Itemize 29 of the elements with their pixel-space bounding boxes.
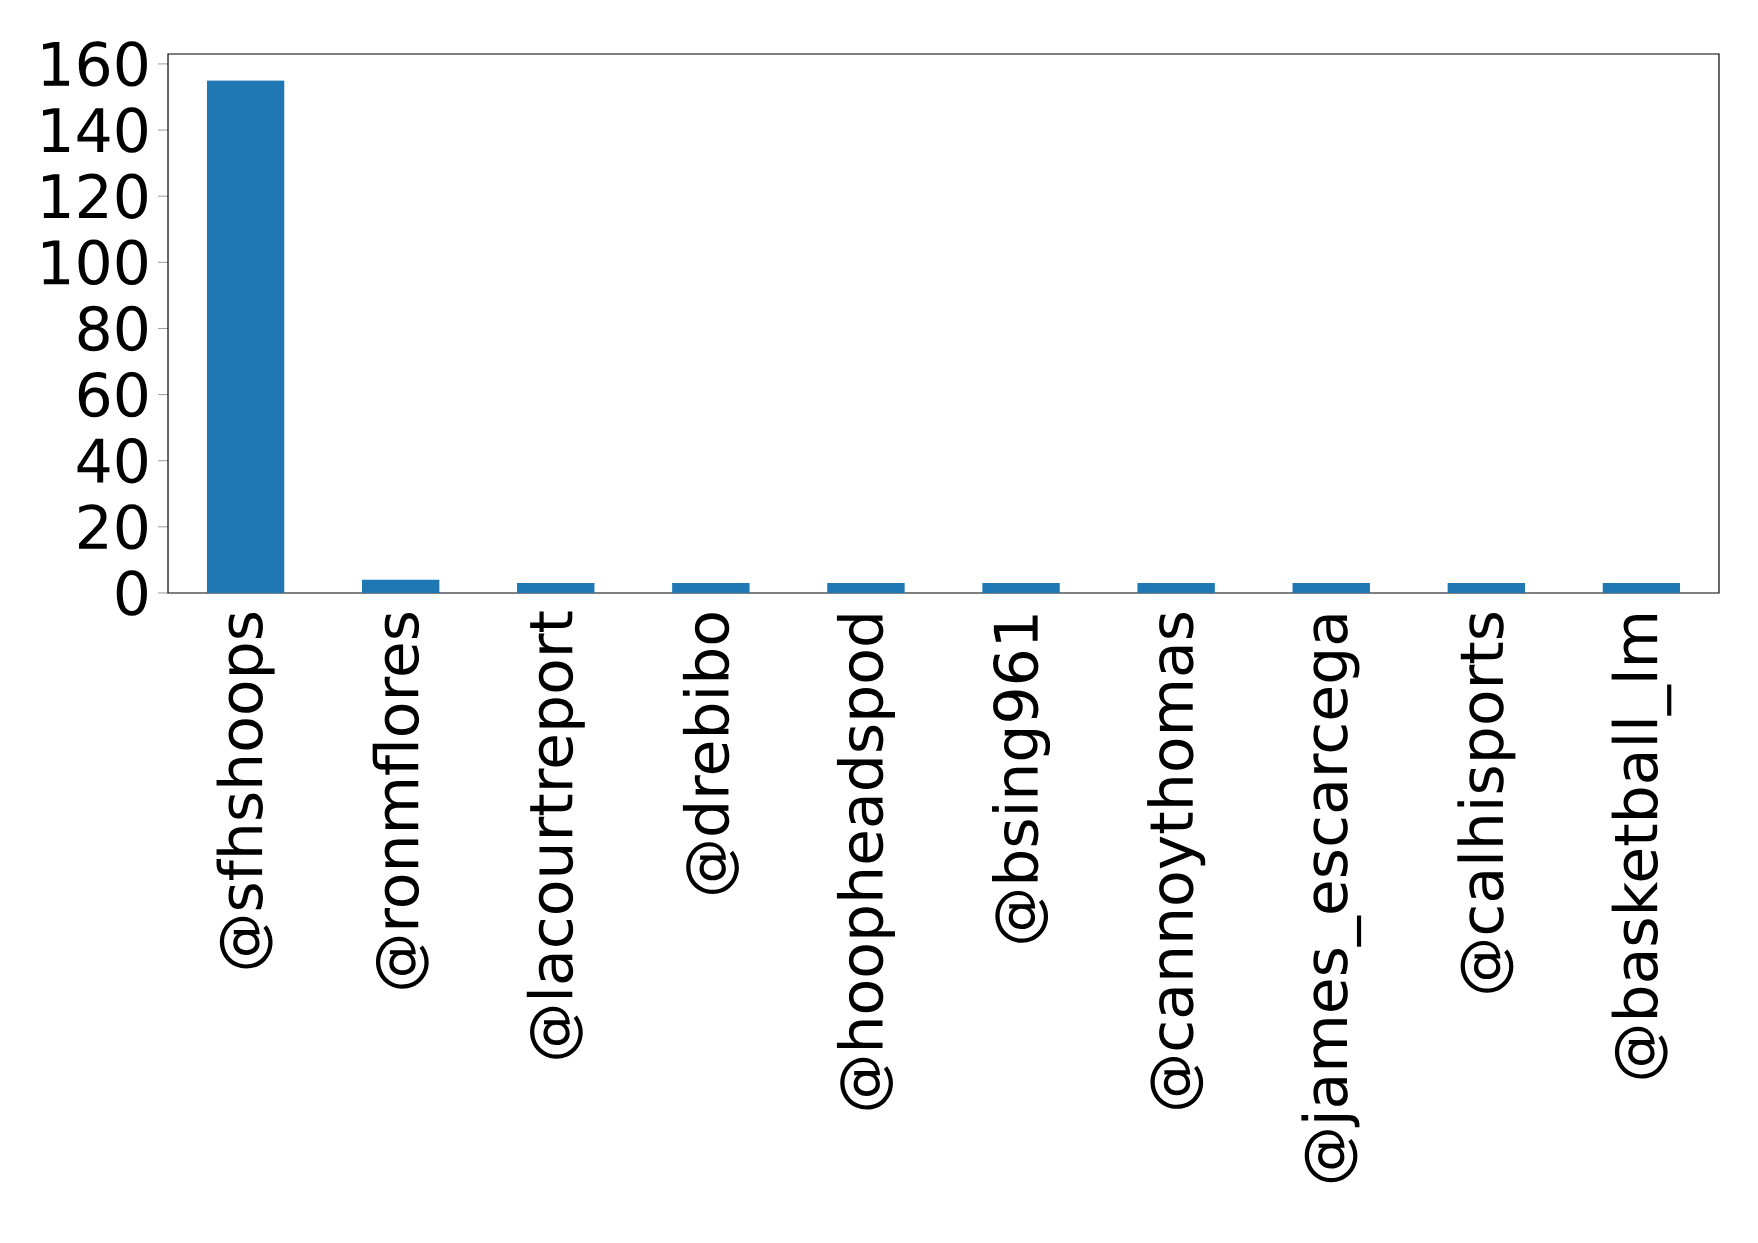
y-tick-label: 60 [78, 371, 147, 418]
x-tick-label: @basketball_lm [1611, 615, 1672, 1079]
bar [1292, 583, 1370, 593]
x-tick-label: @calhisports [1457, 612, 1516, 993]
bar [672, 583, 750, 593]
x-tick-label: @cannoythomas [1147, 612, 1206, 1109]
y-tick-label: 140 [43, 107, 147, 153]
bar [517, 583, 595, 593]
y-tick-label: 100 [43, 239, 147, 286]
x-tick-label: @sfhshoops [216, 612, 275, 969]
y-tick-label: 120 [43, 173, 147, 219]
bar [1137, 583, 1215, 593]
bar [1602, 583, 1681, 593]
y-tick-label: 20 [78, 504, 147, 550]
y-tick-label: 40 [77, 438, 147, 484]
y-tick-label: 0 [116, 570, 147, 616]
x-tick-label: @lacourtreport [526, 611, 585, 1059]
bar [206, 80, 285, 593]
y-tick-label: 80 [78, 305, 147, 352]
bar [1447, 583, 1526, 593]
x-tick-label: @ronmflores [372, 612, 429, 989]
x-tick-label: @drebibo [682, 613, 739, 895]
bar [827, 583, 905, 593]
x-tick-label: @hoopheadspod [836, 615, 895, 1110]
x-tick-label: @james_escarcega [1301, 615, 1362, 1183]
bar [982, 583, 1060, 593]
x-tick-label: @bsing961 [992, 615, 1051, 943]
y-tick-label: 160 [43, 41, 147, 87]
bar [361, 579, 440, 593]
